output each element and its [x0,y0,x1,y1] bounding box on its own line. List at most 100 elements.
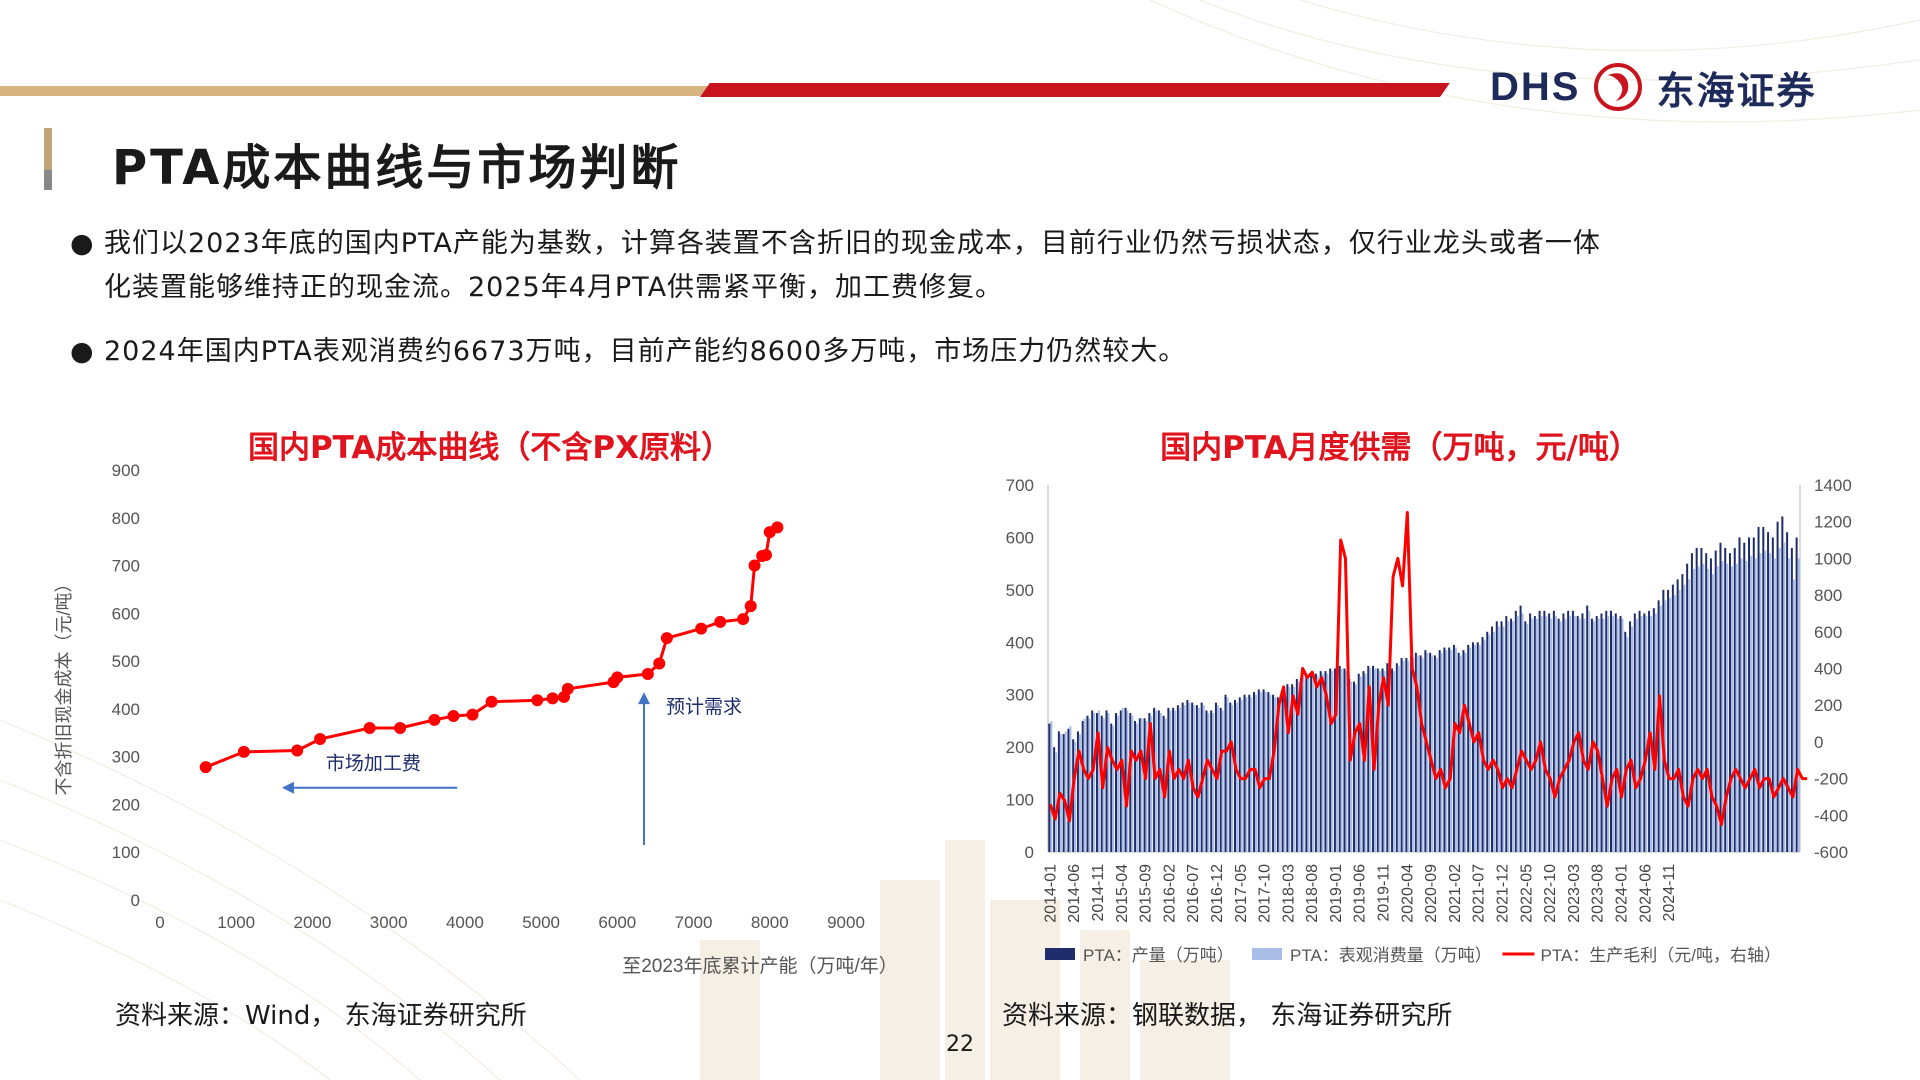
up-arrow-icon [638,692,651,705]
production-bar [1786,532,1789,852]
x-tick-label: 2014-06 [1066,864,1083,923]
production-bar [1314,673,1317,852]
company-logo: DHS 东海证券 [1490,52,1816,122]
production-bar [1138,718,1141,852]
production-bar [1495,621,1498,852]
production-bar [1300,673,1303,852]
production-bar [1571,610,1574,852]
consumption-bar [1669,597,1672,852]
cost-curve-point [737,613,750,626]
production-bar [1048,723,1051,852]
cost-curve-point [447,710,460,723]
x-tick-label: 2000 [294,913,332,932]
consumption-bar [1645,616,1648,852]
consumption-bar [1350,681,1353,852]
consumption-bar [1550,618,1553,852]
consumption-bar [1359,676,1362,852]
consumption-bar [1416,655,1419,852]
consumption-bar [1759,553,1762,852]
x-tick-label: 2024-01 [1614,864,1631,923]
consumption-bar [1745,561,1748,852]
production-bar [1176,705,1179,852]
production-bar [1086,715,1089,852]
legend-label: PTA：生产毛利（元/吨，右轴） [1541,946,1782,965]
consumption-bar [1526,623,1529,852]
consumption-bar [1078,734,1081,852]
production-bar [1724,547,1727,852]
x-tick-label: 2020-09 [1423,864,1440,923]
consumption-bar [1583,618,1586,852]
consumption-bar [1136,723,1139,852]
right-y-tick-label: 1400 [1814,476,1852,495]
consumption-bar [1297,681,1300,852]
production-bar [1186,699,1189,852]
cost-curve-point [653,657,666,670]
consumption-bar [1326,673,1329,852]
profit-line [1048,511,1808,826]
production-bar [1610,610,1612,852]
production-bar [1333,668,1336,852]
consumption-bar [1264,692,1267,852]
y-tick-label: 0 [131,891,140,910]
production-bar [1405,658,1408,852]
consumption-bar [1388,665,1391,852]
consumption-bar [1664,600,1667,852]
consumption-bar [1697,566,1700,852]
consumption-bar [1274,697,1277,852]
x-tick-label: 2021-07 [1471,864,1488,923]
legend-production-swatch [1045,948,1075,960]
production-bar [1386,663,1389,852]
x-tick-label: 9000 [827,913,865,932]
cost-curve-point [744,600,757,613]
production-bar [1143,718,1146,852]
left-y-tick-label: 600 [1006,528,1034,547]
production-bar [1486,631,1489,852]
production-bar [1362,671,1365,852]
production-bar [1438,650,1441,852]
legend-consumption-swatch [1252,948,1282,960]
x-tick-label: 2023-08 [1590,864,1607,923]
processing-fee-label: 市场加工费 [326,753,421,775]
chart2-title: 国内PTA月度供需（万吨，元/吨） [1160,430,1640,466]
consumption-bar [1778,547,1781,852]
production-bar [1272,694,1275,852]
consumption-bar [1083,718,1086,852]
consumption-bar [1631,626,1634,852]
production-bar [1062,734,1065,852]
consumption-bar [1459,655,1462,852]
production-bar [1538,610,1541,852]
consumption-bar [1312,676,1315,852]
consumption-bar [1250,697,1253,852]
right-y-tick-label: 600 [1814,623,1842,642]
consumption-bar [1112,726,1115,852]
production-bar [1286,684,1289,852]
consumption-bar [1792,579,1795,852]
consumption-bar [1754,558,1757,852]
x-tick-label: 2018-08 [1304,864,1321,923]
consumption-bar [1435,658,1438,852]
consumption-bar [1564,618,1567,852]
consumption-bar [1288,686,1291,852]
production-bar [1352,681,1355,852]
consumption-bar [1169,710,1172,852]
cost-curve-point [314,732,327,745]
production-bar [1129,713,1132,852]
production-bar [1367,665,1370,852]
x-tick-label: 2022-05 [1518,864,1535,923]
consumption-bar [1626,637,1629,852]
production-bar [1457,652,1460,852]
production-bar [1510,618,1513,852]
production-bar [1733,547,1736,852]
production-bar [1376,668,1379,852]
consumption-bar [1074,741,1077,852]
page-title: PTA成本曲线与市场判断 [112,140,682,196]
consumption-bar [1740,558,1743,852]
y-tick-label: 800 [112,509,140,528]
x-tick-label: 2016-02 [1161,864,1178,923]
consumption-bar [1188,702,1191,852]
consumption-bar [1440,652,1443,852]
production-bar [1481,637,1484,852]
cost-curve-point [771,521,784,534]
production-bar [1291,684,1294,852]
consumption-bar [1716,566,1719,852]
